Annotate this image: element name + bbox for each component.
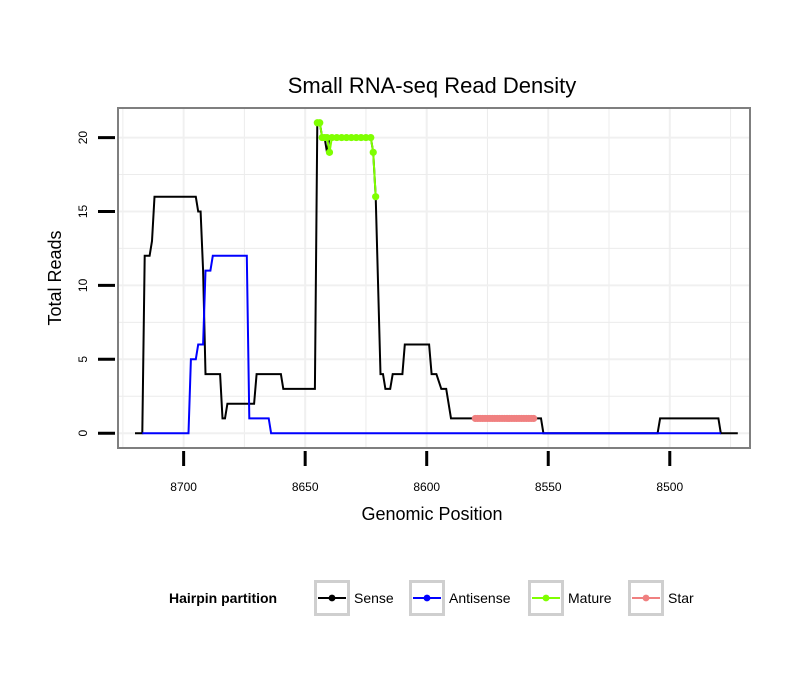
data-point: [367, 133, 375, 142]
legend-label: Mature: [568, 590, 612, 606]
data-point: [369, 148, 377, 156]
legend: Hairpin partition Sense Antisense Mature St…: [169, 580, 694, 616]
series-mature: [313, 119, 380, 201]
plot-panel: [118, 108, 750, 448]
y-tick-label: 15: [76, 205, 90, 219]
data-point: [372, 193, 380, 201]
y-tick-label: 10: [76, 278, 90, 292]
legend-items: Sense Antisense Mature Star: [314, 580, 694, 616]
x-axis-title: Genomic Position: [361, 504, 502, 524]
grid: [118, 108, 750, 448]
legend-title: Hairpin partition: [169, 590, 277, 606]
data-point: [530, 414, 538, 423]
legend-key-point: [423, 594, 431, 602]
data-point: [316, 119, 324, 127]
legend-key-point: [542, 594, 550, 602]
y-tick-label: 5: [76, 356, 90, 363]
legend-label: Sense: [354, 590, 394, 606]
chart-title: Small RNA-seq Read Density: [288, 73, 577, 98]
y-axis-title: Total Reads: [45, 230, 65, 325]
series-star: [471, 414, 538, 423]
y-axis: 0 5 10 15 20: [76, 131, 115, 437]
data-point: [325, 148, 334, 156]
legend-label: Star: [668, 590, 694, 606]
x-tick-label: 8500: [656, 480, 683, 494]
legend-item-antisense: Antisense: [409, 580, 511, 616]
legend-item-mature: Mature: [528, 580, 612, 616]
plot-border: [117, 107, 751, 449]
legend-label: Antisense: [449, 590, 511, 606]
x-axis: 8700 8650 8600 8550 8500: [170, 451, 683, 494]
series-layer: [135, 119, 738, 435]
x-tick-label: 8700: [170, 480, 197, 494]
series-line-antisense: [142, 254, 721, 435]
y-tick-label: 20: [76, 131, 90, 145]
x-tick-label: 8600: [413, 480, 440, 494]
x-tick-label: 8550: [535, 480, 562, 494]
x-tick-label: 8650: [292, 480, 319, 494]
legend-key-point: [328, 594, 336, 602]
y-tick-label: 0: [76, 430, 90, 437]
legend-key-point: [642, 594, 650, 602]
legend-item-star: Star: [628, 580, 694, 616]
legend-item-sense: Sense: [314, 580, 394, 616]
series-antisense: [142, 254, 721, 435]
